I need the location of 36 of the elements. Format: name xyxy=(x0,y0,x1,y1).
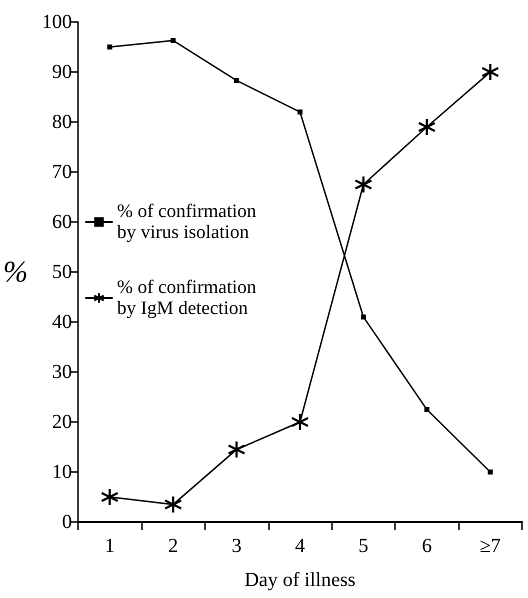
point xyxy=(354,175,373,194)
point xyxy=(481,62,500,82)
y-tick-label: 50 xyxy=(52,261,72,283)
y-tick-label: 90 xyxy=(52,61,72,83)
point xyxy=(297,110,302,114)
point xyxy=(227,440,246,459)
x-tick-label: 1 xyxy=(104,535,115,557)
x-axis-title: Day of illness xyxy=(244,569,356,591)
point xyxy=(418,118,436,136)
y-tick-label: 20 xyxy=(52,411,72,433)
x-tick-label: 2 xyxy=(168,535,178,557)
y-tick-label: 70 xyxy=(52,161,72,183)
y-tick-label: 0 xyxy=(62,511,72,533)
point xyxy=(107,44,112,50)
y-axis-title: % xyxy=(2,256,28,288)
x-tick-label: 6 xyxy=(422,535,432,557)
y-tick-label: 80 xyxy=(52,111,72,133)
y-tick-label: 40 xyxy=(52,311,72,333)
point xyxy=(164,495,182,514)
x-tick-label: 5 xyxy=(358,535,368,557)
point xyxy=(488,470,493,474)
y-tick-label: 60 xyxy=(52,211,72,233)
x-tick-label: ≥7 xyxy=(480,535,501,557)
y-tick-label: 100 xyxy=(42,11,72,33)
point xyxy=(424,407,430,412)
legend-label: % of confirmation by virus isolation xyxy=(117,201,262,243)
x-tick-label: 3 xyxy=(232,535,242,557)
y-tick-label: 10 xyxy=(52,461,72,483)
point xyxy=(290,412,310,432)
y-tick-label: 30 xyxy=(52,361,72,383)
point xyxy=(360,314,366,320)
point xyxy=(100,488,119,506)
x-tick-label: 4 xyxy=(294,535,305,557)
legend-label: % of confirmation by IgM detection xyxy=(117,277,262,319)
point xyxy=(170,38,176,43)
point xyxy=(234,78,240,83)
